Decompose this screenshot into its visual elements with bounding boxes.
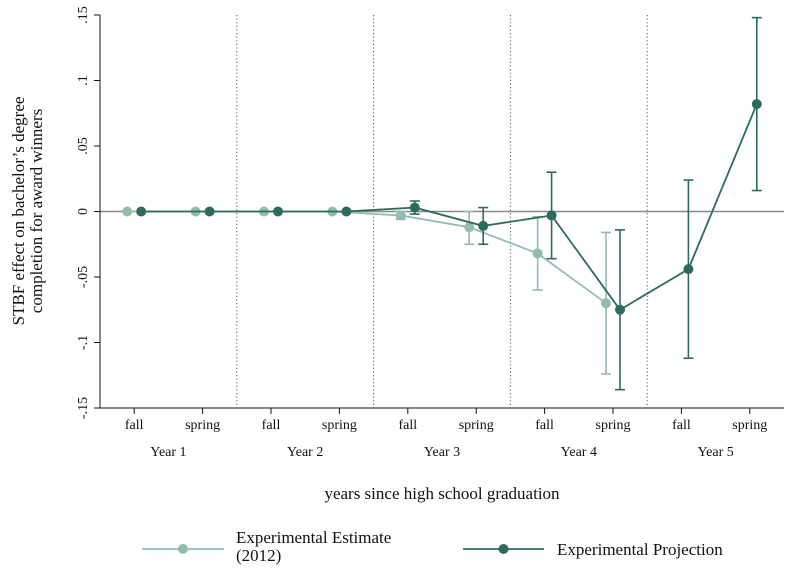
x-tick-label: spring — [732, 418, 767, 433]
x-tick-label: spring — [459, 418, 494, 433]
y-tick-label: 0 — [76, 208, 91, 215]
legend-label: Experimental Estimate (2012) — [236, 528, 391, 565]
x-tick-label: fall — [125, 418, 144, 433]
x-tick-label: spring — [322, 418, 357, 433]
y-tick-label: -.1 — [76, 335, 91, 350]
data-point — [122, 206, 133, 217]
year-group-label: Year 1 — [150, 445, 186, 460]
axes: -.15 -.1 -.05 0 .05 .1 .15 fall spring fall spring… — [9, 6, 784, 503]
data-point — [136, 206, 147, 217]
group-separators — [236, 15, 648, 408]
y-axis-title-line: completion for award winners — [27, 109, 46, 313]
data-point — [478, 220, 489, 231]
data-point — [409, 202, 420, 213]
legend-marker — [498, 544, 509, 554]
series-group — [136, 16, 762, 391]
series-group — [122, 206, 611, 375]
x-tick-label: spring — [596, 418, 631, 433]
y-tick-label: .05 — [76, 137, 91, 155]
data-point — [601, 298, 611, 309]
data-point — [204, 206, 215, 217]
year-group-label: Year 2 — [287, 445, 323, 460]
legend-label: Experimental Projection — [557, 540, 723, 559]
y-axis-title: STBF effect on bachelor’s degreecompleti… — [9, 97, 46, 326]
x-tick-label: fall — [672, 418, 691, 433]
x-axis-title: years since high school graduation — [324, 484, 560, 503]
legend: Experimental Estimate (2012) Experimental … — [142, 528, 723, 565]
year-group-label: Year 3 — [424, 445, 460, 460]
x-tick-label: fall — [398, 418, 417, 433]
legend-label-line: Experimental Estimate — [236, 528, 391, 547]
y-tick-label: .15 — [76, 6, 91, 24]
x-tick-label: spring — [185, 418, 220, 433]
data-point — [615, 304, 625, 315]
series — [122, 16, 762, 391]
legend-marker — [178, 544, 188, 554]
year-group-label: Year 5 — [697, 445, 733, 460]
data-point — [273, 206, 283, 217]
y-tick-label: -.05 — [76, 266, 91, 288]
legend-label-line: (2012) — [236, 546, 281, 565]
y-axis-title-line: STBF effect on bachelor’s degree — [9, 97, 28, 326]
x-tick-label: fall — [535, 418, 554, 433]
data-point — [683, 264, 694, 275]
data-point — [546, 210, 557, 221]
data-point — [751, 99, 762, 110]
y-tick-label: .1 — [76, 75, 91, 86]
data-point — [395, 210, 406, 221]
year-group-label: Year 4 — [561, 445, 597, 460]
legend-label-line: Experimental Projection — [557, 540, 723, 559]
data-point — [532, 248, 543, 259]
data-point — [464, 222, 475, 233]
series-line — [141, 103, 758, 311]
x-tick-label: fall — [262, 418, 281, 433]
data-point — [341, 206, 352, 217]
y-tick-label: -.15 — [76, 397, 91, 419]
